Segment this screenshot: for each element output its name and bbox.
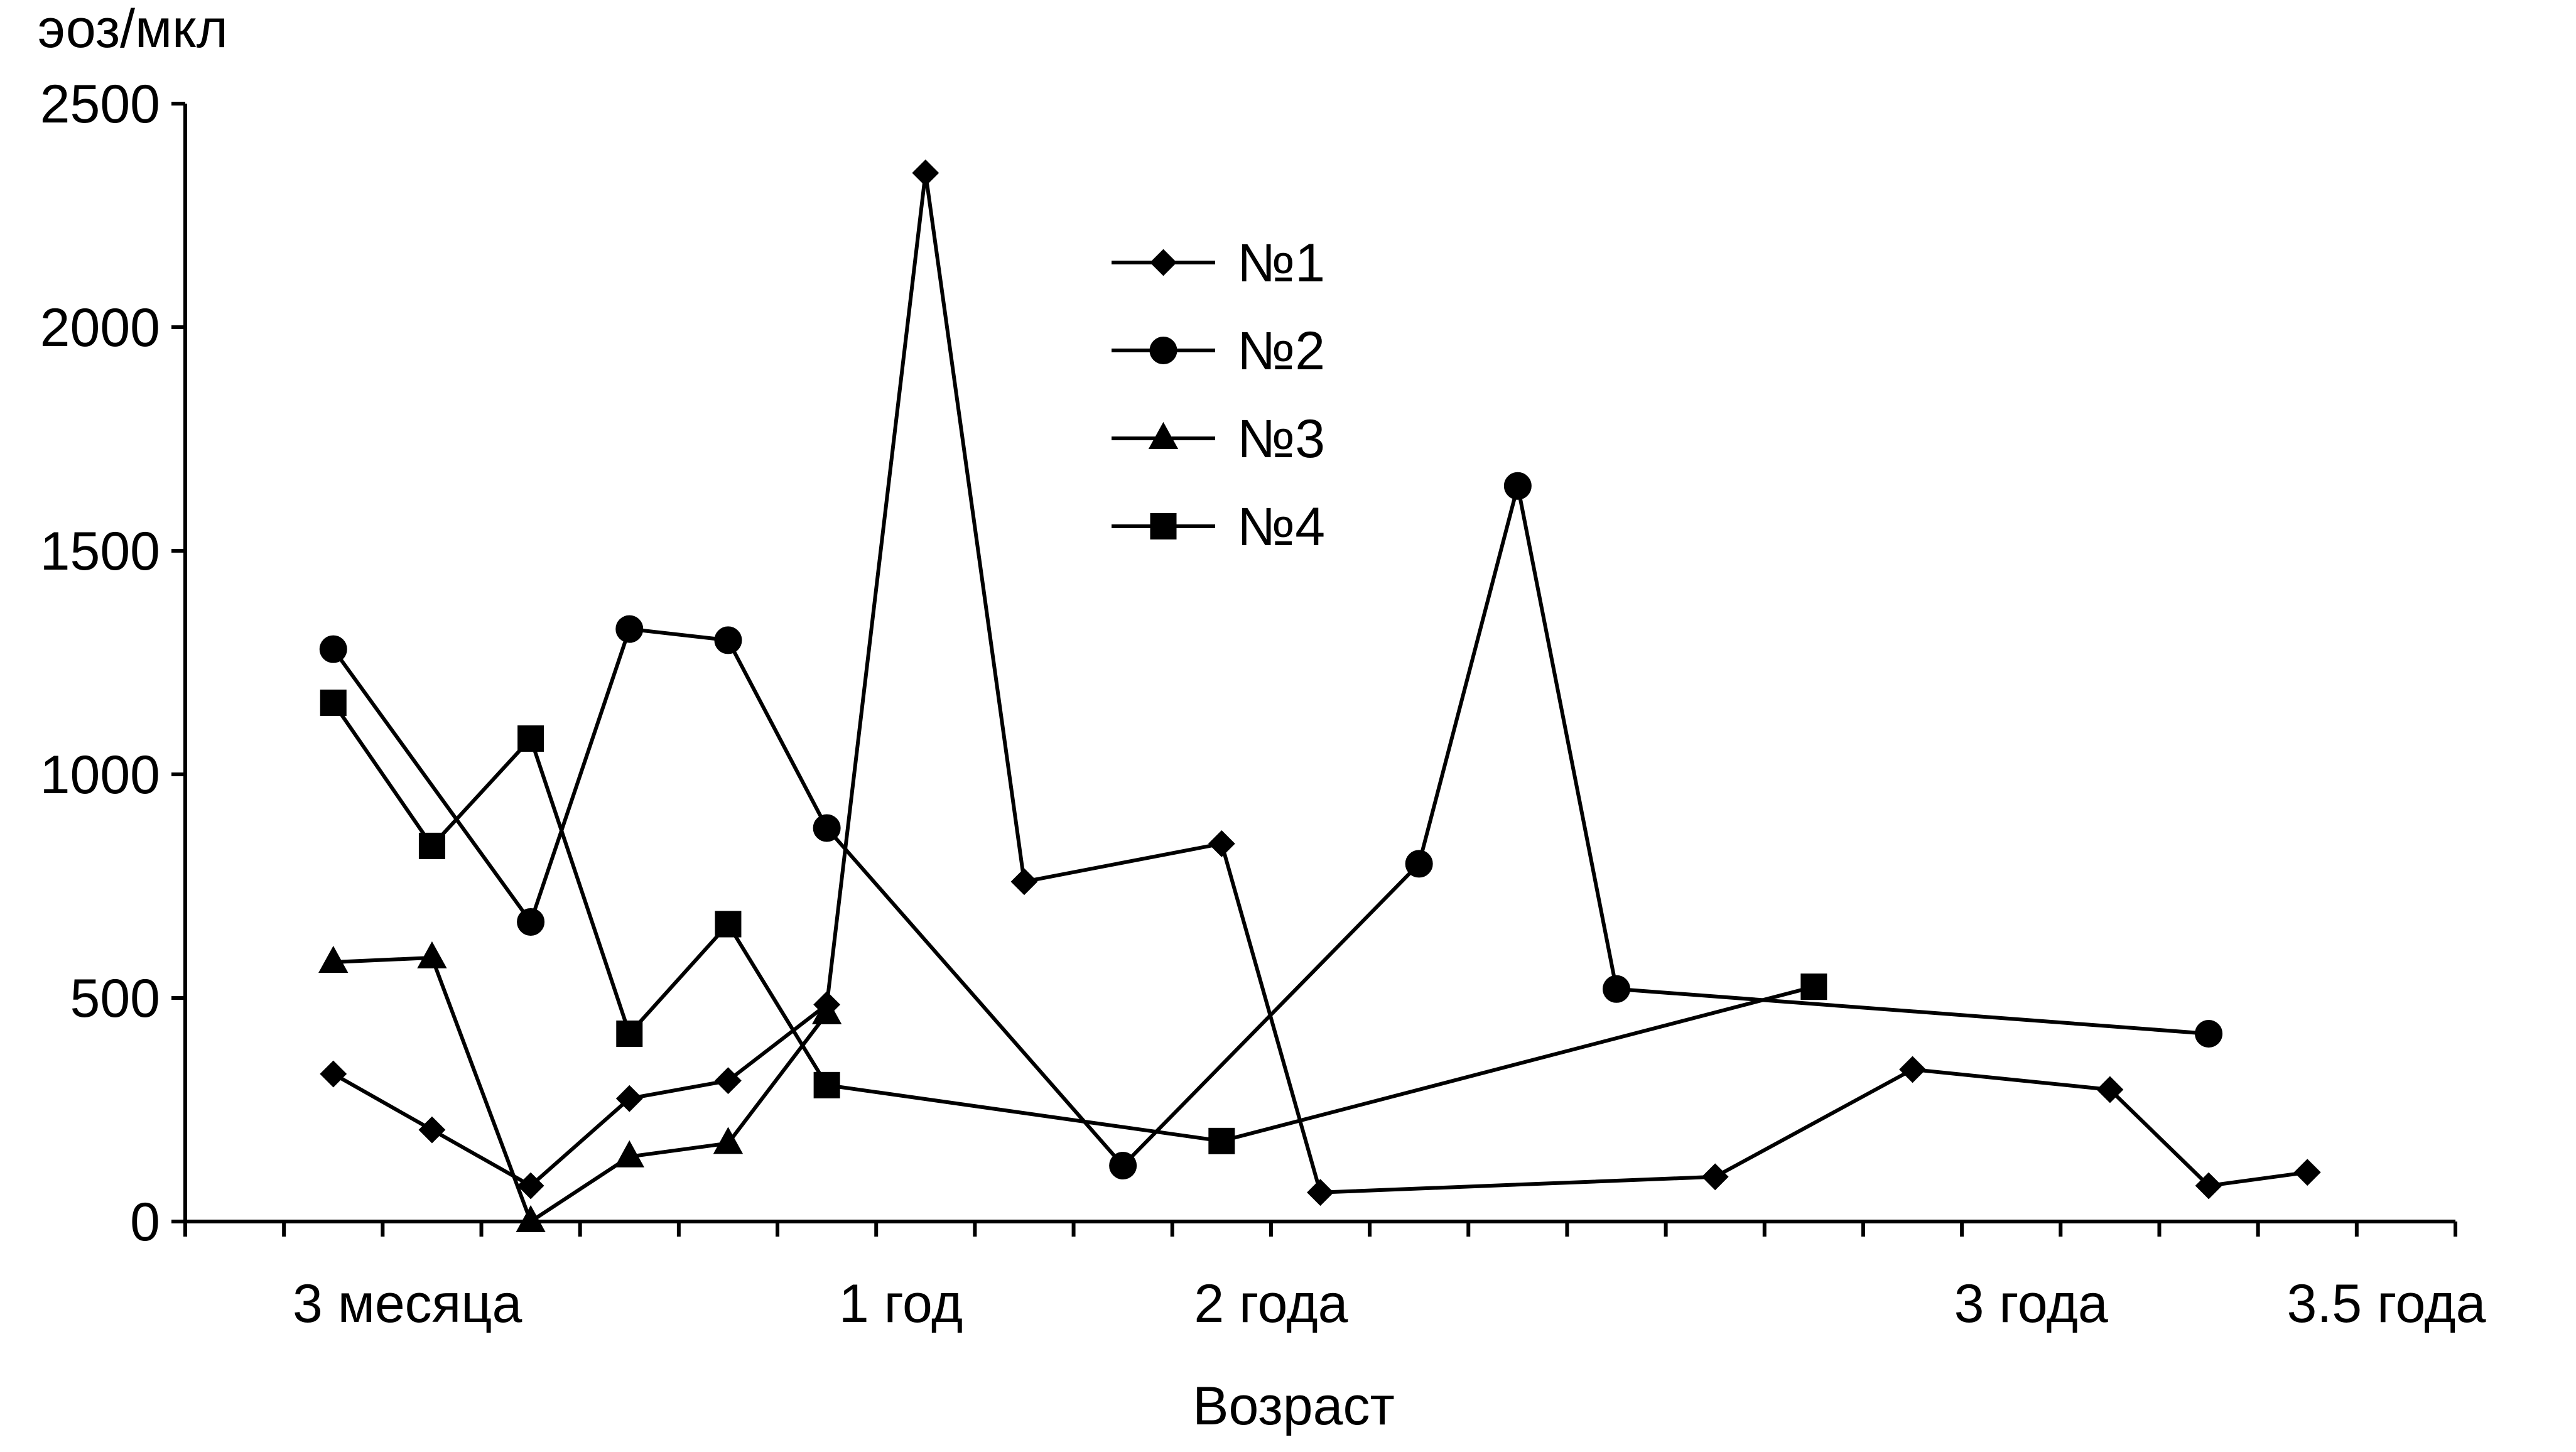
x-tick-label: 3 года [1954,1274,2108,1334]
data-point-circle [615,615,644,643]
data-point-diamond [320,1060,347,1088]
data-point-diamond [517,1172,544,1200]
y-tick-label: 500 [70,968,161,1029]
x-tick-label: 3 месяца [293,1274,522,1334]
data-point-triangle [318,945,349,973]
data-point-triangle [811,997,842,1024]
series-line [332,702,1815,1143]
y-tick-label: 1000 [40,745,160,805]
legend-label: №4 [1237,497,1325,557]
data-point-triangle [516,1205,546,1232]
data-point-circle [517,908,545,936]
data-point-diamond [912,159,939,187]
data-point-circle [1109,1152,1137,1179]
legend-item-2: №2 [1112,321,1325,381]
data-point-triangle [614,1140,644,1168]
data-point-circle [1503,472,1532,500]
data-point-diamond [615,1085,643,1112]
data-point-square [418,832,445,859]
legend: №1 №2 №3 №4 [1112,233,1325,557]
series-3 [318,941,842,1232]
data-point-square [517,725,544,752]
y-tick-label: 0 [130,1192,160,1252]
data-point-triangle [1148,421,1179,449]
data-point-diamond [2195,1172,2222,1200]
x-tick-label: 3.5 года [2287,1274,2486,1334]
data-point-circle [813,814,841,842]
data-point-circle [714,626,742,654]
data-point-square [320,690,347,717]
series-4 [320,690,1827,1154]
y-tick-label: 1500 [40,521,160,582]
data-point-diamond [715,1067,742,1095]
data-point-square [715,911,742,938]
data-point-diamond [1150,249,1177,276]
legend-label: №3 [1237,409,1325,469]
data-point-diamond [1899,1056,1926,1083]
data-point-diamond [2293,1159,2321,1186]
legend-item-1: №1 [1112,233,1325,293]
data-point-triangle [417,941,447,968]
series-1 [320,159,2321,1206]
data-point-diamond [1208,830,1235,857]
y-tick-label: 2500 [40,74,160,134]
data-point-diamond [1701,1163,1729,1191]
data-point-square [1800,973,1827,1000]
data-point-diamond [418,1116,446,1144]
x-tick-label: 1 год [839,1274,963,1334]
legend-label: №2 [1237,321,1325,381]
data-point-square [1150,513,1177,539]
legend-label: №1 [1237,233,1325,293]
data-point-square [813,1071,840,1098]
axes: 0 500 1000 1500 2000 2500 3 месяца 1 год 2 года 3… [40,74,2486,1334]
y-tick-label: 2000 [40,298,160,358]
data-point-circle [2195,1019,2223,1048]
legend-item-4: №4 [1112,497,1325,557]
data-point-circle [319,635,347,663]
data-point-diamond [2096,1076,2124,1103]
x-tick-label: 2 года [1194,1274,1348,1334]
y-axis-title: эоз/мкл [38,0,228,59]
data-point-circle [1149,337,1177,364]
series-2 [319,472,2223,1179]
data-point-triangle [713,1127,744,1154]
series-group [318,159,2321,1232]
series-line [333,955,829,1225]
data-point-circle [1603,975,1631,1003]
data-point-square [1208,1127,1235,1154]
series-line [332,485,2209,1169]
x-axis-title: Возраст [1193,1376,1395,1436]
data-point-diamond [1307,1179,1334,1206]
data-point-square [616,1020,643,1047]
data-point-diamond [1010,868,1038,896]
legend-item-3: №3 [1112,409,1325,469]
data-point-circle [1405,850,1433,878]
